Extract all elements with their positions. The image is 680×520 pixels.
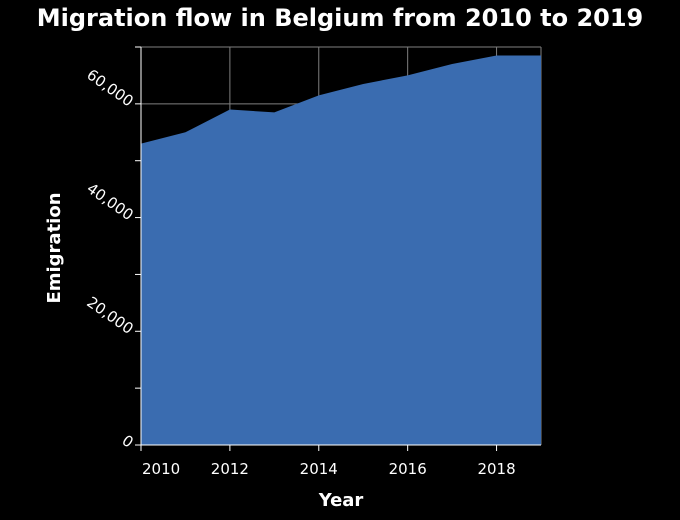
y-tick-label: 0 [119,431,137,451]
chart-title: Migration flow in Belgium from 2010 to 2… [36,4,644,32]
y-axis-label: Emigration [44,192,65,303]
x-tick-label: 2012 [211,460,249,478]
emigration-area [141,55,541,446]
x-tick-label: 2016 [389,460,427,478]
y-tick-label: 40,000 [83,179,136,224]
y-tick-label: 60,000 [83,66,136,111]
x-tick-label: 2010 [142,460,180,478]
y-tick-label: 20,000 [83,293,136,338]
axes [135,46,541,451]
x-tick-label: 2018 [477,460,515,478]
x-axis-label: Year [318,490,364,511]
x-tick-label: 2014 [300,460,338,478]
